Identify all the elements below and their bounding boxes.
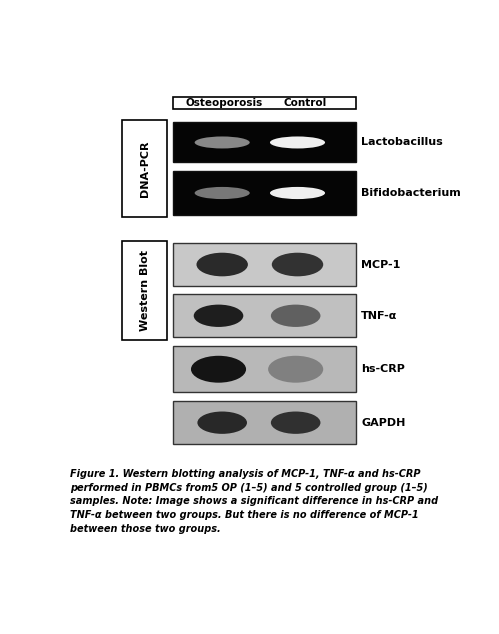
Ellipse shape [272,253,323,276]
Ellipse shape [191,356,246,383]
Ellipse shape [270,136,325,148]
Ellipse shape [270,187,325,199]
Ellipse shape [195,187,250,199]
Text: performed in PBMCs from5 OP (1–5) and 5 controlled group (1–5): performed in PBMCs from5 OP (1–5) and 5 … [70,482,428,493]
Text: hs-CRP: hs-CRP [361,364,405,374]
FancyBboxPatch shape [173,243,356,286]
Ellipse shape [271,304,320,327]
Text: Lactobacillus: Lactobacillus [361,138,443,148]
FancyBboxPatch shape [122,240,167,340]
Text: MCP-1: MCP-1 [361,259,401,269]
Text: GAPDH: GAPDH [361,418,406,428]
FancyBboxPatch shape [122,120,167,217]
FancyBboxPatch shape [173,401,356,444]
FancyBboxPatch shape [173,346,356,392]
FancyBboxPatch shape [173,96,356,109]
Text: DNA-PCR: DNA-PCR [140,140,150,197]
Text: Figure 1. Western blotting analysis of MCP-1, TNF-α and hs-CRP: Figure 1. Western blotting analysis of M… [70,469,421,479]
Text: TNF-α between two groups. But there is no difference of MCP-1: TNF-α between two groups. But there is n… [70,510,419,520]
Ellipse shape [268,356,323,383]
FancyBboxPatch shape [173,122,356,162]
Text: Bifidobacterium: Bifidobacterium [361,188,461,198]
FancyBboxPatch shape [173,171,356,215]
Text: Western Blot: Western Blot [140,250,150,331]
Text: TNF-α: TNF-α [361,311,398,321]
FancyBboxPatch shape [173,294,356,337]
Text: samples. Note: Image shows a significant difference in hs-CRP and: samples. Note: Image shows a significant… [70,496,438,507]
Ellipse shape [194,304,244,327]
Text: Osteoporosis: Osteoporosis [186,98,262,108]
Ellipse shape [195,136,250,148]
Ellipse shape [198,411,247,434]
Text: Control: Control [283,98,326,108]
Text: between those two groups.: between those two groups. [70,524,221,534]
Ellipse shape [271,411,320,434]
Ellipse shape [197,253,248,276]
